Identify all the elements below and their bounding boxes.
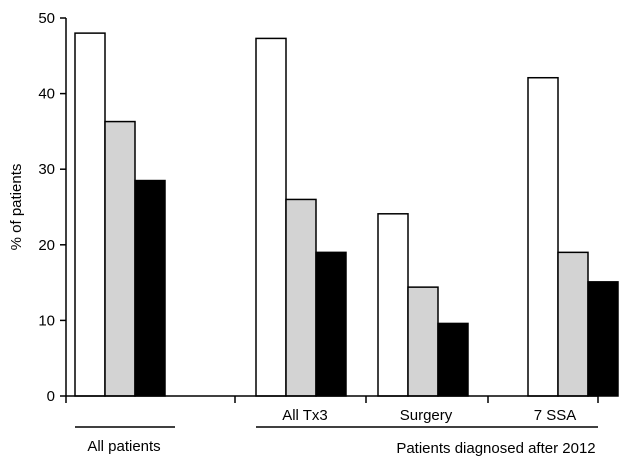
- bar-surgery-s3: [437, 322, 469, 397]
- bar-7-ssa-s2: [557, 251, 589, 397]
- y-axis: 0 10 20 30 40 50: [38, 10, 67, 405]
- y-tick-label: 20: [38, 237, 55, 254]
- bracket-label-diagnosed-after-2012: Patients diagnosed after 2012: [396, 440, 595, 457]
- bar-all-tx3-s3: [315, 251, 347, 397]
- bar-7-ssa-s1: [527, 76, 559, 397]
- bracket-label-all-patients: All patients: [87, 438, 160, 455]
- x-category-label: 7 SSA: [534, 407, 577, 424]
- bar-all-patients-s2: [104, 120, 136, 397]
- bar-7-ssa-s3: [587, 281, 619, 397]
- y-tick-label: 30: [38, 161, 55, 178]
- bar-surgery-s2: [407, 286, 439, 397]
- y-axis-title: % of patients: [8, 164, 25, 251]
- bar-all-patients-s1: [74, 32, 106, 397]
- y-tick-label: 10: [38, 312, 55, 329]
- y-tick-label: 40: [38, 86, 55, 103]
- y-tick-label: 50: [38, 10, 55, 27]
- bars: [74, 32, 619, 397]
- x-category-label: Surgery: [400, 407, 453, 424]
- x-axis: All Tx3 Surgery 7 SSA All patients Patients …: [65, 395, 599, 457]
- bar-surgery-s1: [377, 213, 409, 397]
- y-tick-label: 0: [47, 388, 55, 405]
- bar-all-tx3-s2: [285, 198, 317, 397]
- x-category-label: All Tx3: [282, 407, 328, 424]
- bar-all-patients-s3: [134, 179, 166, 397]
- bar-all-tx3-s1: [255, 37, 287, 397]
